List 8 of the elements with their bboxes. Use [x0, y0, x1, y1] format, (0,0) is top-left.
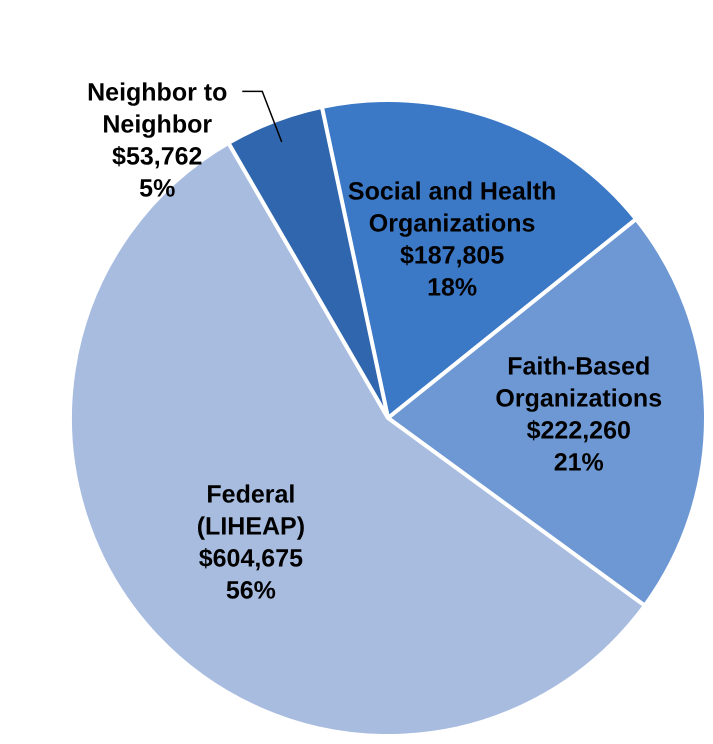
data-label: $53,762 5% [112, 142, 202, 202]
data-label: $222,260 21% [526, 416, 631, 477]
slice-label: Neighbor to Neighbor [87, 78, 228, 138]
slice-label: Social and Health Organizations [348, 177, 556, 238]
data-label: $187,805 18% [400, 241, 504, 302]
data-label: $604,675 56% [198, 544, 304, 604]
slice-label: Federal (LIHEAP) [196, 480, 306, 540]
slice-label: Faith-Based Organizations [495, 352, 662, 413]
